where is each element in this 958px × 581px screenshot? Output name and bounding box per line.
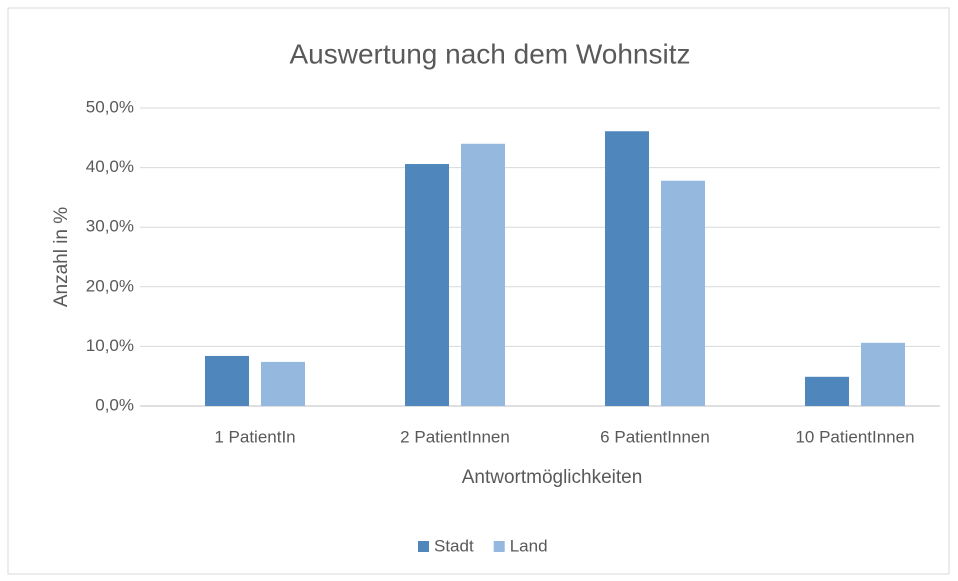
bar	[605, 131, 649, 406]
y-tick-label: 30,0%	[86, 217, 134, 236]
y-tick-label: 20,0%	[86, 276, 134, 295]
x-tick-label: 10 PatientInnen	[795, 427, 914, 446]
bar	[861, 342, 905, 406]
bar	[261, 361, 305, 406]
bar	[405, 164, 449, 406]
legend-label: Stadt	[434, 536, 474, 555]
y-tick-label: 0,0%	[95, 395, 134, 414]
y-tick-label: 50,0%	[86, 97, 134, 116]
y-tick-label: 10,0%	[86, 336, 134, 355]
legend-label: Land	[510, 536, 548, 555]
x-tick-label: 2 PatientInnen	[400, 427, 510, 446]
bar	[461, 143, 505, 406]
y-axis-title: Anzahl in %	[51, 207, 72, 307]
chart-title: Auswertung nach dem Wohnsitz	[289, 38, 690, 69]
bar	[661, 180, 705, 406]
x-axis-title: Antwortmöglichkeiten	[462, 467, 643, 488]
y-tick-label: 40,0%	[86, 157, 134, 176]
x-tick-label: 1 PatientIn	[214, 427, 295, 446]
bar	[805, 376, 849, 406]
legend-swatch	[418, 541, 429, 552]
legend-swatch	[493, 541, 505, 552]
x-tick-label: 6 PatientInnen	[600, 427, 710, 446]
bar	[205, 355, 249, 406]
